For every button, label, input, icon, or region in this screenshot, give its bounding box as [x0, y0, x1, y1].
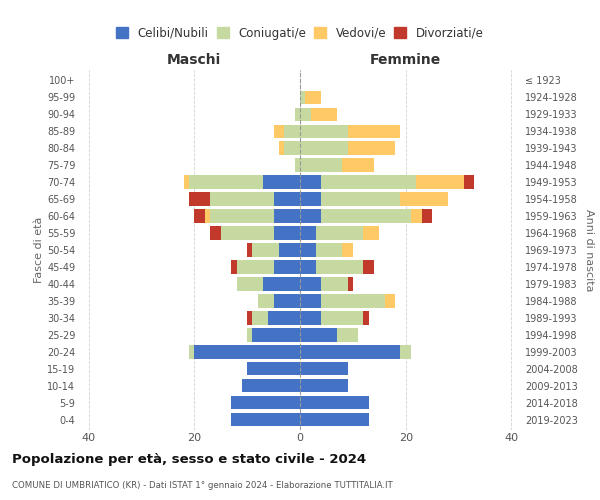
Bar	[284, 142, 300, 154]
Bar	[231, 396, 300, 409]
Bar	[189, 176, 263, 188]
Bar	[316, 226, 364, 239]
Bar	[274, 260, 300, 274]
Bar	[253, 328, 300, 342]
Bar	[274, 210, 300, 222]
Bar	[236, 260, 274, 274]
Bar	[231, 260, 236, 274]
Bar	[300, 346, 400, 358]
Bar	[385, 294, 395, 308]
Bar	[274, 124, 284, 138]
Bar	[279, 142, 284, 154]
Bar	[189, 346, 194, 358]
Bar	[342, 244, 353, 256]
Text: Femmine: Femmine	[370, 52, 442, 66]
Bar	[300, 210, 321, 222]
Bar	[221, 226, 274, 239]
Bar	[300, 396, 369, 409]
Bar	[305, 90, 321, 104]
Bar	[464, 176, 475, 188]
Bar	[247, 328, 253, 342]
Bar	[189, 192, 210, 205]
Text: Popolazione per età, sesso e stato civile - 2024: Popolazione per età, sesso e stato civil…	[12, 452, 366, 466]
Bar	[253, 244, 279, 256]
Bar	[422, 210, 432, 222]
Bar	[300, 176, 321, 188]
Bar	[416, 176, 464, 188]
Bar	[205, 210, 210, 222]
Bar	[316, 260, 364, 274]
Bar	[236, 278, 263, 290]
Bar	[300, 260, 316, 274]
Bar	[247, 244, 253, 256]
Text: COMUNE DI UMBRIATICO (KR) - Dati ISTAT 1° gennaio 2024 - Elaborazione TUTTITALIA: COMUNE DI UMBRIATICO (KR) - Dati ISTAT 1…	[12, 480, 393, 490]
Bar	[274, 294, 300, 308]
Bar	[300, 328, 337, 342]
Bar	[321, 176, 416, 188]
Bar	[300, 362, 347, 376]
Bar	[321, 278, 347, 290]
Bar	[300, 90, 305, 104]
Bar	[242, 379, 300, 392]
Y-axis label: Fasce di età: Fasce di età	[34, 217, 44, 283]
Bar	[364, 260, 374, 274]
Bar	[253, 312, 268, 324]
Bar	[284, 124, 300, 138]
Bar	[300, 142, 347, 154]
Bar	[300, 413, 369, 426]
Bar	[274, 192, 300, 205]
Bar	[263, 176, 300, 188]
Bar	[300, 124, 347, 138]
Bar	[184, 176, 189, 188]
Bar	[342, 158, 374, 172]
Bar	[347, 124, 400, 138]
Bar	[247, 312, 253, 324]
Bar	[258, 294, 274, 308]
Bar	[321, 192, 400, 205]
Bar	[321, 294, 385, 308]
Y-axis label: Anni di nascita: Anni di nascita	[584, 209, 595, 291]
Bar	[210, 192, 274, 205]
Bar	[247, 362, 300, 376]
Bar	[194, 210, 205, 222]
Bar	[400, 192, 448, 205]
Bar	[347, 278, 353, 290]
Bar	[316, 244, 342, 256]
Bar	[300, 158, 342, 172]
Bar	[295, 158, 300, 172]
Legend: Celibi/Nubili, Coniugati/e, Vedovi/e, Divorziati/e: Celibi/Nubili, Coniugati/e, Vedovi/e, Di…	[112, 22, 488, 44]
Bar	[274, 226, 300, 239]
Bar	[347, 142, 395, 154]
Bar	[210, 210, 274, 222]
Bar	[300, 244, 316, 256]
Bar	[321, 312, 364, 324]
Bar	[300, 294, 321, 308]
Bar	[300, 379, 347, 392]
Bar	[231, 413, 300, 426]
Bar	[194, 346, 300, 358]
Bar	[321, 210, 411, 222]
Bar	[364, 226, 379, 239]
Bar	[300, 312, 321, 324]
Bar	[279, 244, 300, 256]
Bar	[295, 108, 300, 121]
Bar	[263, 278, 300, 290]
Bar	[400, 346, 411, 358]
Bar	[268, 312, 300, 324]
Bar	[364, 312, 369, 324]
Bar	[300, 226, 316, 239]
Bar	[210, 226, 221, 239]
Bar	[300, 278, 321, 290]
Bar	[300, 108, 311, 121]
Bar	[311, 108, 337, 121]
Text: Maschi: Maschi	[167, 52, 221, 66]
Bar	[300, 192, 321, 205]
Bar	[337, 328, 358, 342]
Bar	[411, 210, 422, 222]
